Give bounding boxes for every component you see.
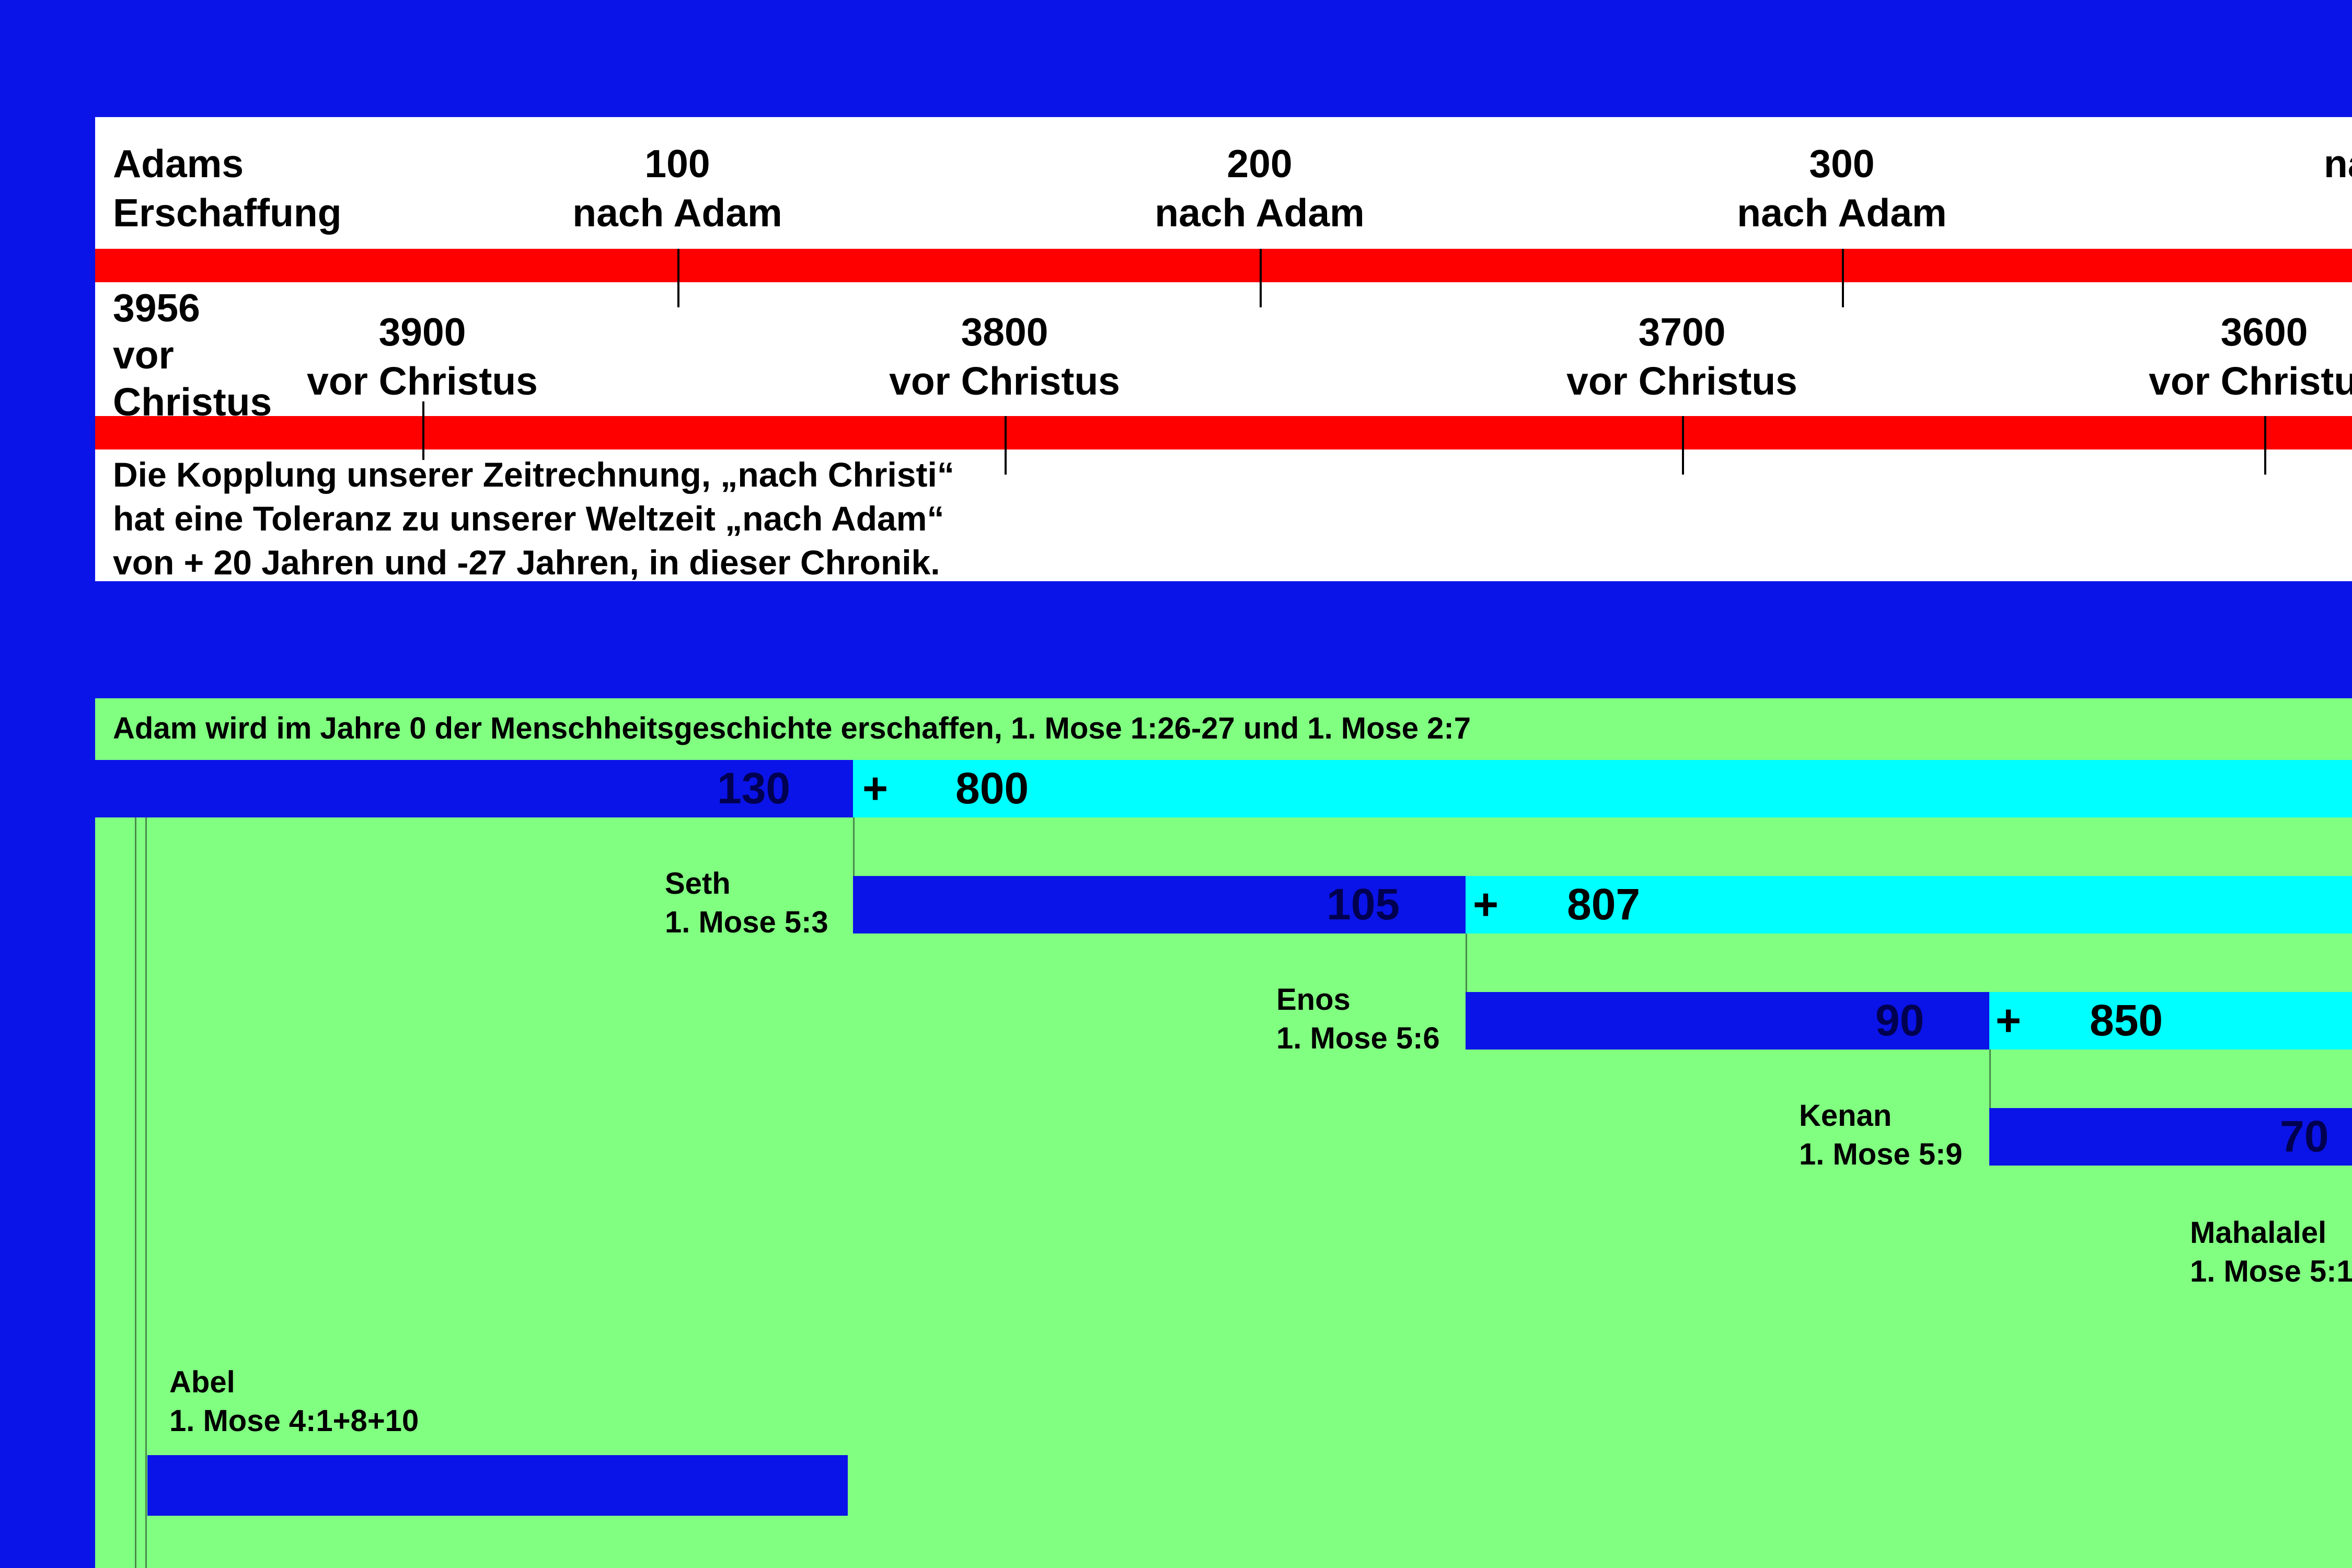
after-adam-year: 200 (1227, 142, 1293, 186)
mahalalel-name: Mahalalel (2190, 1216, 2327, 1250)
tick-3600-bc (2264, 416, 2266, 475)
bc-year: 3700 (1638, 310, 1726, 354)
bc-label-3800: 3800 vor Christus (889, 307, 1120, 406)
bc-year: 3800 (961, 310, 1048, 354)
bc-label-3700: 3700 vor Christus (1566, 307, 1797, 406)
bc-year: 3600 (2220, 310, 2308, 354)
seth-generation-bar (853, 876, 1466, 933)
seth-name: Seth (665, 867, 731, 901)
after-adam-label-300: 300 nach Adam (1737, 139, 1946, 237)
adam-lifeline (135, 817, 136, 1568)
tolerance-note-line2: hat eine Toleranz zu unserer Weltzeit „n… (113, 499, 944, 538)
enos-name: Enos (1276, 983, 1351, 1017)
enos-generation-bar (1466, 992, 1989, 1050)
mahalalel-label: Mahalalel 1. Mose 5:1 (2190, 1214, 2352, 1291)
seth-connector (853, 817, 855, 876)
after-adam-label-200: 200 nach Adam (1155, 139, 1364, 237)
kenan-name: Kenan (1799, 1099, 1892, 1133)
mahalalel-ref: 1. Mose 5:1 (2190, 1254, 2352, 1288)
tolerance-note-line3: von + 20 Jahren und -27 Jahren, in diese… (113, 543, 940, 582)
seth-remaining-years: 807 (1567, 880, 1641, 929)
abel-lifeline (145, 817, 147, 1568)
tick-300-after-adam (1842, 249, 1844, 307)
kenan-connector (1989, 1050, 1991, 1108)
adam-plus-sign: + (862, 764, 889, 813)
seth-remaining-bar (1466, 876, 2352, 933)
enos-remaining-bar (1989, 992, 2352, 1050)
enos-ref: 1. Mose 5:6 (1276, 1021, 1440, 1055)
adam-creation-line1: Adams (113, 142, 244, 186)
tick-3900-bc (422, 401, 424, 460)
enos-plus-sign: + (1996, 996, 2022, 1045)
after-adam-axis-bar (95, 249, 2352, 282)
kenan-ref: 1. Mose 5:9 (1799, 1137, 1963, 1171)
start-bc-word1: vor (113, 333, 174, 377)
after-adam-suffix: nach Adam (1155, 191, 1365, 235)
after-adam-suffix: nach Adam (1737, 191, 1947, 235)
bc-suffix: vor Christus (889, 359, 1120, 403)
after-adam-suffix: nach Adam (572, 191, 782, 235)
enos-label: Enos 1. Mose 5:6 (1276, 981, 1440, 1058)
timeline-panel: Adams Erschaffung 100 nach Adam 200 nach… (95, 117, 2352, 584)
before-christ-axis-bar (95, 416, 2352, 449)
tolerance-note: Die Kopplung unserer Zeitrechnung, „nach… (113, 453, 954, 584)
kenan-age-at-son: 70 (2280, 1112, 2329, 1161)
bc-suffix: vor Christus (2149, 359, 2352, 403)
adam-remaining-bar (853, 760, 2352, 817)
after-adam-suffix: na (2324, 142, 2352, 186)
adam-generation-bar (95, 760, 853, 817)
bc-suffix: vor Christus (1566, 359, 1797, 403)
after-adam-label-100: 100 nach Adam (572, 139, 782, 237)
adam-remaining-years: 800 (955, 764, 1029, 813)
enos-connector (1466, 933, 1467, 992)
tick-200-after-adam (1260, 249, 1262, 307)
start-bc-year: 3956 (113, 286, 200, 330)
genealogy-panel: Adam wird im Jahre 0 der Menschheitsgesc… (95, 698, 2352, 1568)
abel-ref: 1. Mose 4:1+8+10 (169, 1404, 419, 1438)
kenan-label: Kenan 1. Mose 5:9 (1799, 1097, 1963, 1174)
adam-creation-label: Adams Erschaffung (113, 139, 342, 237)
adam-creation-line2: Erschaffung (113, 191, 342, 235)
abel-name: Abel (169, 1365, 235, 1399)
tick-3700-bc (1682, 416, 1684, 475)
bc-label-3600: 3600 vor Christus (2149, 307, 2352, 406)
adam-age-at-son: 130 (717, 764, 791, 813)
seth-age-at-son: 105 (1327, 880, 1400, 929)
seth-ref: 1. Mose 5:3 (665, 905, 828, 939)
abel-life-bar (147, 1455, 848, 1516)
abel-label: Abel 1. Mose 4:1+8+10 (169, 1363, 419, 1440)
enos-remaining-years: 850 (2090, 996, 2163, 1045)
bc-label-3900: 3900 vor Christus (307, 307, 538, 406)
tolerance-note-line1: Die Kopplung unserer Zeitrechnung, „nach… (113, 455, 954, 494)
after-adam-label-cut: na (2324, 139, 2352, 188)
tick-100-after-adam (677, 249, 679, 307)
after-adam-year: 100 (644, 142, 710, 186)
tick-3800-bc (1005, 416, 1007, 475)
seth-label: Seth 1. Mose 5:3 (665, 864, 828, 942)
bc-year: 3900 (378, 310, 466, 354)
enos-age-at-son: 90 (1875, 996, 1924, 1045)
seth-plus-sign: + (1473, 880, 1499, 929)
kenan-generation-bar (1989, 1108, 2352, 1166)
genealogy-caption: Adam wird im Jahre 0 der Menschheitsgesc… (113, 711, 1471, 745)
after-adam-year: 300 (1809, 142, 1875, 186)
start-bc-label: 3956 vor Christus (113, 284, 272, 425)
bc-suffix: vor Christus (307, 359, 538, 403)
